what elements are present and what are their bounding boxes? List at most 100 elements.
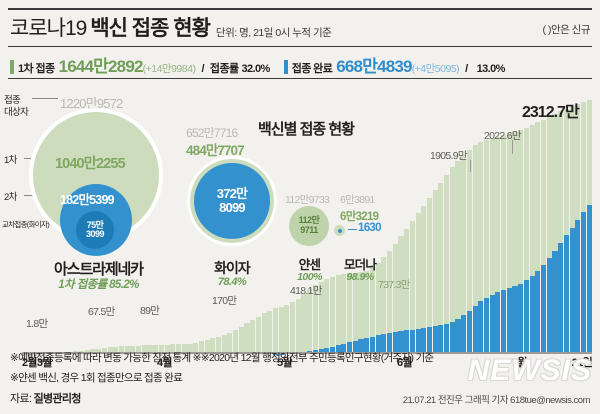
stat-complete: 접종 완료 668만4839 (+4만5095) / 13.0% xyxy=(283,52,506,77)
chart-bar-segment-first-dose xyxy=(364,270,370,338)
x-tick-4: 7월 xyxy=(512,357,528,369)
janssen-first-value-line2: 9711 xyxy=(300,225,318,235)
chart-bar-segment-first-dose xyxy=(204,339,210,354)
chart-bar-segment-complete xyxy=(426,327,433,354)
chart-bar-segment-complete xyxy=(375,335,381,354)
chart-bar-segment-first-dose xyxy=(495,136,501,292)
chart-bar-segment-first-dose xyxy=(284,305,290,354)
chart-bar-segment-first-dose xyxy=(101,347,107,354)
chart-bar-segment-first-dose xyxy=(529,125,535,276)
chart-bar-segment-first-dose xyxy=(563,108,569,236)
chart-bar xyxy=(329,100,336,354)
chart-bar-segment-first-dose xyxy=(398,236,404,332)
chart-annotation-6: 1905.9만 xyxy=(430,150,468,162)
chart-annotation-total: 2312.7만 xyxy=(522,104,580,121)
chart-bar-segment-first-dose xyxy=(118,346,125,354)
chart-bar xyxy=(558,100,564,354)
chart-bar xyxy=(472,100,478,354)
chart-bar-segment-first-dose xyxy=(586,100,592,205)
chart-bar-segment-complete xyxy=(329,346,336,354)
chart-bar-segment-complete xyxy=(415,328,421,354)
chart-bar-segment-first-dose xyxy=(90,349,96,354)
pfizer-second-value-line1: 372만 xyxy=(216,185,248,201)
chart-bar-segment-first-dose xyxy=(96,348,102,354)
chart-bar xyxy=(495,100,501,354)
janssen-target-value: 112만9733 xyxy=(285,194,330,206)
chart-bar xyxy=(175,100,182,354)
chart-bar xyxy=(221,100,227,354)
page-title-main: 코로나19 xyxy=(10,17,87,40)
chart-bar-segment-first-dose xyxy=(187,343,193,354)
chart-bar-segment-first-dose xyxy=(198,341,204,354)
chart-bar xyxy=(432,100,438,354)
chart-bar-segment-complete xyxy=(387,333,393,354)
chart-bar-segment-first-dose xyxy=(347,273,353,343)
leader-line-target xyxy=(32,98,58,99)
pfizer-second-circle: 372만 8099 xyxy=(194,163,270,239)
moderna-name-label: 모더나 xyxy=(343,258,377,272)
chart-bar-segment-first-dose xyxy=(335,275,341,346)
leader-label-target-line2: 대상자 xyxy=(4,107,29,118)
chart-bar xyxy=(586,100,592,354)
chart-bar-segment-first-dose xyxy=(409,221,415,330)
chart-bar-segment-first-dose xyxy=(518,129,524,284)
chart-bar xyxy=(238,100,244,354)
chart-bar-segment-complete xyxy=(335,345,341,354)
chart-bar-segment-first-dose xyxy=(466,149,472,311)
chart-bar-segment-first-dose xyxy=(238,327,244,354)
chart-bar-segment-first-dose xyxy=(301,294,307,352)
chart-annotation-0: 1.8만 xyxy=(26,318,48,330)
chart-bar-segment-first-dose xyxy=(290,302,296,353)
moderna-rate-label: 98.9% xyxy=(346,271,374,283)
chart-bar xyxy=(580,100,587,354)
chart-bar xyxy=(358,100,364,354)
moderna-leader-line xyxy=(348,229,357,230)
chart-bar xyxy=(421,100,427,354)
chart-bar-segment-complete xyxy=(518,283,524,354)
chart-bar-segment-first-dose xyxy=(318,282,324,349)
chart-annotation-3: 170만 xyxy=(212,295,237,307)
chart-bar-segment-complete xyxy=(358,339,364,354)
credit-line: 21.07.21 전진우 그래픽 기자 618tue@newsis.com xyxy=(402,395,591,406)
chart-bar xyxy=(250,100,256,354)
summary-stats: 1차 접종 1644만2892 (+14만9984) / 접종률 32.0% 접… xyxy=(10,52,505,76)
chart-bar xyxy=(215,100,222,354)
chart-bar-segment-first-dose xyxy=(170,344,176,354)
chart-bar xyxy=(409,100,415,354)
chart-bar-segment-first-dose xyxy=(210,338,216,354)
leader-label-second: 2차 xyxy=(4,192,17,203)
moderna-second-value: 1630 xyxy=(358,222,381,234)
az-cross-value-line1: 75만 xyxy=(86,219,104,230)
chart-bar-segment-first-dose xyxy=(124,346,130,354)
top-divider xyxy=(8,8,592,10)
chart-bar-segment-first-dose xyxy=(261,313,267,354)
chart-bar xyxy=(90,100,96,354)
chart-bar-segment-first-dose xyxy=(421,205,427,328)
chart-bar-segment-first-dose xyxy=(501,134,507,290)
chart-bar xyxy=(455,100,461,354)
chart-bar xyxy=(113,100,119,354)
chart-bar-segment-first-dose xyxy=(130,345,136,354)
stat-complete-delta: (+4만5095) xyxy=(411,62,460,75)
chart-bar-segment-first-dose xyxy=(233,330,239,354)
az-second-value: 182만5399 xyxy=(60,193,115,207)
chart-annotation-1: 67.5만 xyxy=(88,306,115,318)
chart-bar-segment-first-dose xyxy=(580,101,587,213)
chart-bar xyxy=(381,100,387,354)
chart-bar-segment-complete xyxy=(512,286,518,354)
chart-bar xyxy=(569,100,575,354)
chart-bar-segment-complete xyxy=(472,305,478,354)
footnote-line-2: ※얀센 백신, 경우 1회 접종만으로 접종 완료 xyxy=(10,372,183,384)
chart-bar xyxy=(324,100,330,354)
chart-bar-segment-first-dose xyxy=(455,160,461,319)
chart-bar xyxy=(575,100,581,354)
chart-annotation-5: 737.3만 xyxy=(378,279,410,291)
chart-bar-segment-complete xyxy=(563,235,569,354)
stat-complete-rate: 13.0% xyxy=(476,62,506,75)
chart-bar-segment-first-dose xyxy=(215,336,222,354)
pfizer-name-label: 화이자 xyxy=(214,260,251,276)
chart-bar xyxy=(535,100,541,354)
stat-first-delta: (+14만9984) xyxy=(142,62,196,75)
chart-bar-segment-complete xyxy=(432,326,438,354)
chart-bar xyxy=(546,100,552,354)
